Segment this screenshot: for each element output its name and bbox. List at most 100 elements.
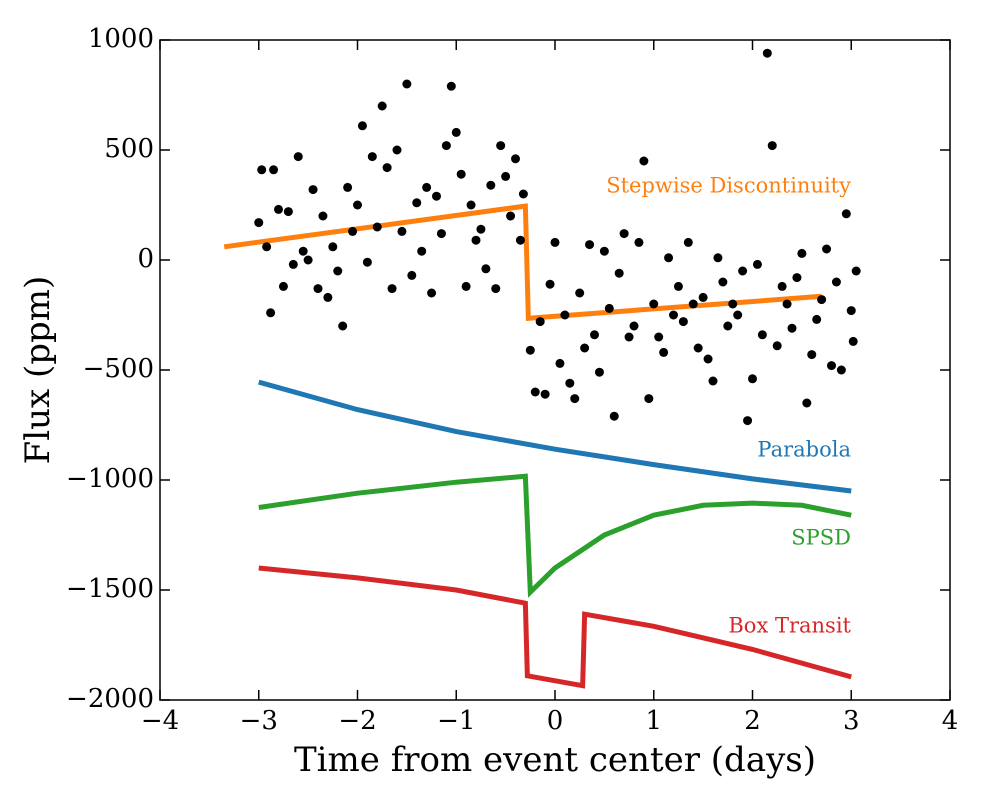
y-tick-label: −1500 [66, 574, 154, 604]
data-point [274, 204, 283, 214]
data-point [708, 376, 718, 386]
model-line [258, 565, 852, 689]
data-point [412, 198, 422, 208]
data-point [787, 323, 797, 333]
data-point [293, 152, 303, 162]
data-point [782, 299, 792, 309]
data-point [639, 156, 649, 166]
y-axis-label: Flux (ppm) [18, 276, 58, 465]
x-tick-label: −4 [141, 706, 179, 736]
data-point [501, 171, 511, 181]
data-point [461, 281, 471, 291]
data-point [565, 378, 575, 388]
data-point [757, 330, 767, 340]
data-point [619, 229, 629, 239]
data-point [723, 321, 733, 331]
data-point [812, 314, 822, 324]
data-point [446, 81, 456, 91]
data-point [491, 284, 501, 294]
data-point [486, 180, 496, 190]
data-point [367, 152, 377, 162]
data-point [669, 310, 678, 320]
data-point [792, 273, 802, 283]
data-point [357, 121, 367, 131]
data-point [555, 358, 565, 368]
data-point [748, 374, 757, 384]
data-point [698, 292, 708, 302]
data-point [535, 317, 545, 327]
data-point [585, 240, 595, 250]
y-tick-label: −2000 [66, 684, 154, 714]
data-point [518, 189, 528, 199]
data-point [308, 185, 318, 195]
data-point [436, 229, 446, 239]
data-point [594, 367, 604, 377]
data-point [762, 48, 772, 58]
data-point [432, 191, 441, 201]
data-point [743, 416, 753, 426]
data-point [278, 281, 288, 291]
data-point [353, 200, 362, 210]
data-point [303, 255, 313, 265]
data-point [254, 218, 264, 228]
data-point [262, 242, 272, 252]
data-point [407, 270, 417, 280]
data-point [283, 207, 293, 217]
data-point [836, 365, 846, 375]
data-point [693, 343, 703, 353]
data-point [343, 182, 353, 192]
model-line [258, 473, 852, 598]
data-point [476, 224, 486, 234]
data-point [422, 182, 432, 192]
data-point [466, 200, 476, 210]
data-point [797, 248, 807, 258]
data-point [496, 141, 506, 151]
data-point [604, 303, 614, 313]
x-axis-label: Time from event center (days) [294, 740, 816, 780]
data-point [288, 259, 298, 269]
data-point [387, 284, 397, 294]
data-point [313, 284, 323, 294]
data-point [506, 211, 516, 221]
y-tick-label: 0 [137, 244, 154, 274]
data-point [530, 387, 540, 397]
data-point [481, 264, 491, 274]
data-point [827, 361, 836, 371]
model-line [258, 379, 852, 494]
data-point [348, 226, 358, 236]
data-point [266, 308, 276, 318]
data-point [362, 257, 372, 267]
data-point [629, 321, 639, 331]
data-point [683, 237, 693, 247]
data-point [772, 341, 782, 351]
data-point [733, 310, 743, 320]
data-point [323, 292, 333, 302]
x-tick-label: 0 [547, 706, 564, 736]
data-point [678, 317, 688, 327]
data-point [580, 343, 590, 353]
data-point [738, 266, 748, 276]
data-point [728, 299, 738, 309]
data-point [673, 281, 683, 291]
data-point [831, 277, 841, 287]
data-point [471, 235, 481, 245]
data-point [550, 237, 560, 247]
data-point [417, 246, 427, 256]
data-point [848, 336, 858, 346]
data-point [822, 244, 832, 254]
data-point [570, 394, 580, 404]
x-tick-label: −1 [437, 706, 475, 736]
data-point [777, 281, 787, 291]
data-point [372, 222, 382, 232]
x-tick-label: 3 [843, 706, 860, 736]
data-point [257, 165, 267, 175]
x-tick-label: −2 [338, 706, 376, 736]
data-point [609, 411, 619, 421]
data-point [540, 389, 550, 399]
x-tick-label: 2 [744, 706, 761, 736]
data-point [654, 332, 664, 342]
data-point [851, 266, 861, 276]
data-point [802, 398, 812, 408]
y-tick-label: 500 [104, 134, 154, 164]
